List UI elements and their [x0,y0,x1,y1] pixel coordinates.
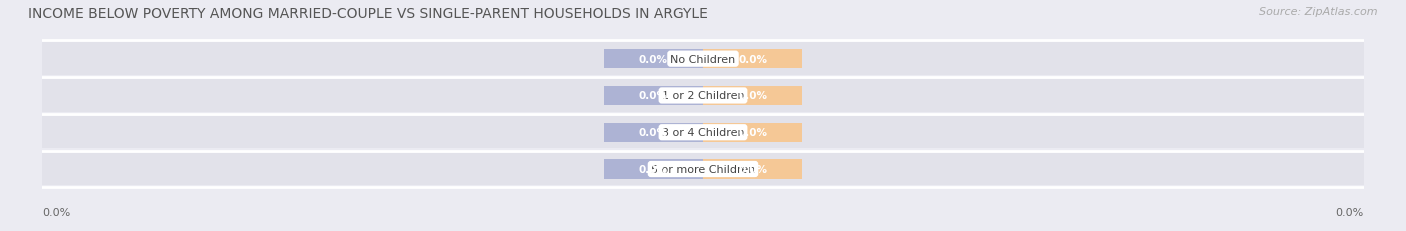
Bar [42,117,1364,149]
Text: Source: ZipAtlas.com: Source: ZipAtlas.com [1260,7,1378,17]
Bar [42,80,1364,112]
Bar [703,160,801,179]
Text: 0.0%: 0.0% [638,164,668,174]
Bar [605,50,703,69]
Bar [605,87,703,106]
Text: 0.0%: 0.0% [638,55,668,64]
Bar [42,153,1364,185]
Text: 0.0%: 0.0% [738,128,768,138]
Text: 0.0%: 0.0% [42,207,70,218]
Bar [605,160,703,179]
Text: 5 or more Children: 5 or more Children [651,164,755,174]
Bar [703,87,801,106]
Text: No Children: No Children [671,55,735,64]
Text: 3 or 4 Children: 3 or 4 Children [662,128,744,138]
Bar [703,50,801,69]
Text: 0.0%: 0.0% [638,91,668,101]
Bar [605,123,703,142]
Bar [703,123,801,142]
Bar [42,43,1364,76]
Text: 0.0%: 0.0% [1336,207,1364,218]
Text: 0.0%: 0.0% [738,91,768,101]
Text: 0.0%: 0.0% [638,128,668,138]
Text: 0.0%: 0.0% [738,55,768,64]
Text: 1 or 2 Children: 1 or 2 Children [662,91,744,101]
Text: INCOME BELOW POVERTY AMONG MARRIED-COUPLE VS SINGLE-PARENT HOUSEHOLDS IN ARGYLE: INCOME BELOW POVERTY AMONG MARRIED-COUPL… [28,7,709,21]
Text: 0.0%: 0.0% [738,164,768,174]
